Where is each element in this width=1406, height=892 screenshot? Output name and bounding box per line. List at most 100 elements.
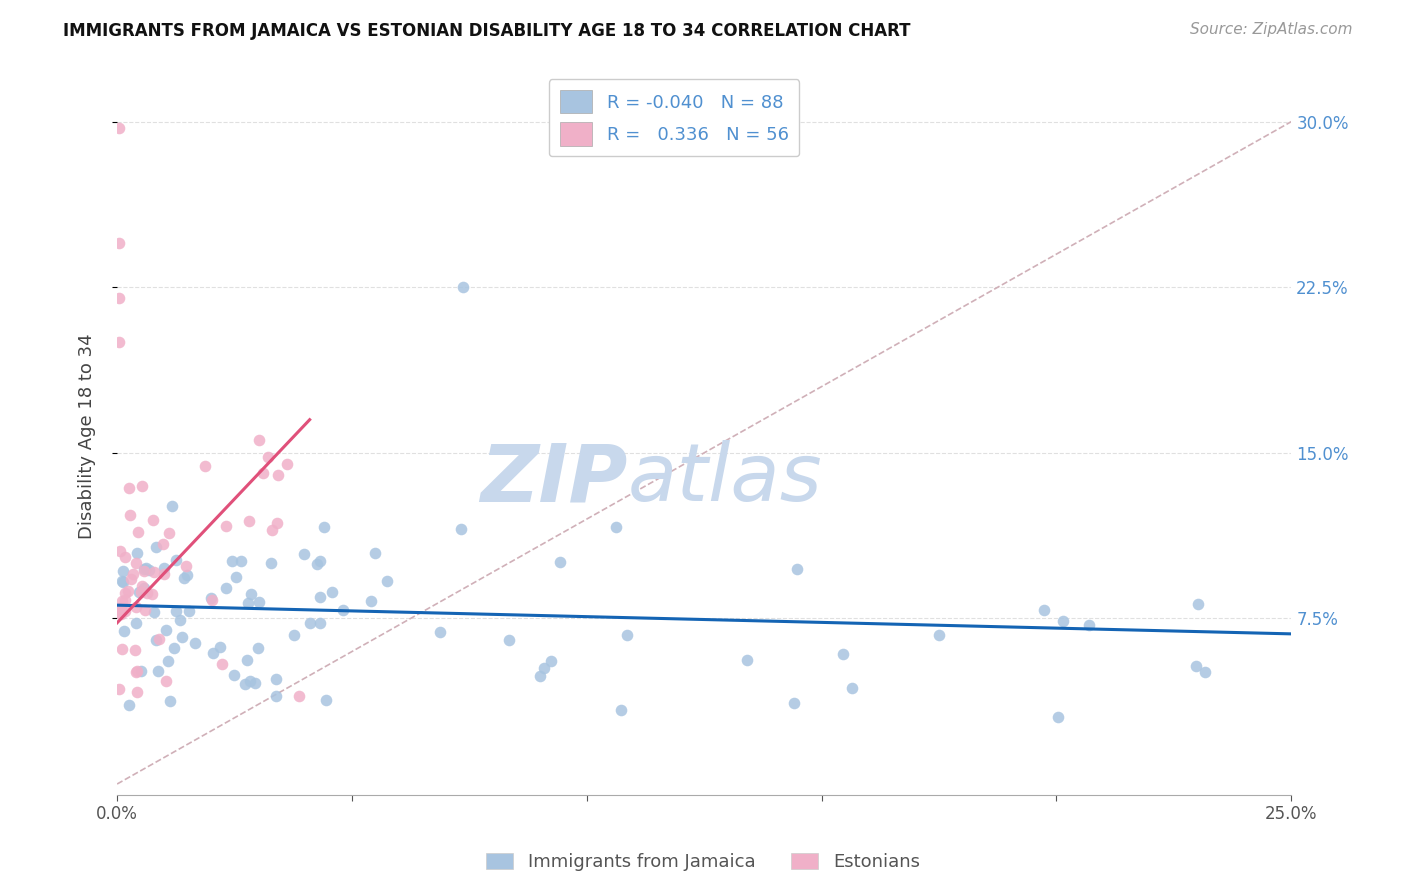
Point [194, 458, 217, 473]
Point [529, 669, 551, 683]
Point [239, 587, 262, 601]
Point [138, 563, 160, 577]
Point [112, 624, 135, 638]
Point [266, 516, 288, 530]
Point [264, 689, 287, 703]
Point [200, 591, 222, 606]
Point [127, 524, 149, 539]
Legend: R = -0.040   N = 88, R =   0.336   N = 56: R = -0.040 N = 88, R = 0.336 N = 56 [548, 79, 800, 156]
Point [236, 653, 259, 667]
Point [108, 681, 131, 696]
Point [360, 594, 382, 608]
Point [1052, 614, 1074, 628]
Point [117, 584, 139, 599]
Point [548, 555, 571, 569]
Point [125, 556, 148, 570]
Point [498, 632, 520, 647]
Point [165, 604, 187, 618]
Point [309, 590, 332, 604]
Point [605, 520, 627, 534]
Point [114, 550, 136, 565]
Point [112, 574, 135, 589]
Point [143, 606, 166, 620]
Point [236, 596, 259, 610]
Point [148, 632, 170, 646]
Point [267, 467, 290, 482]
Point [160, 500, 183, 514]
Point [118, 481, 141, 495]
Point [172, 630, 194, 644]
Text: Source: ZipAtlas.com: Source: ZipAtlas.com [1189, 22, 1353, 37]
Point [1078, 617, 1101, 632]
Point [135, 561, 157, 575]
Point [294, 548, 316, 562]
Point [120, 572, 142, 586]
Point [125, 616, 148, 631]
Point [215, 581, 238, 595]
Point [177, 604, 200, 618]
Point [260, 557, 283, 571]
Point [831, 648, 853, 662]
Point [225, 570, 247, 584]
Point [141, 587, 163, 601]
Point [108, 543, 131, 558]
Point [247, 433, 270, 447]
Point [134, 603, 156, 617]
Point [276, 458, 298, 472]
Point [173, 572, 195, 586]
Point [243, 676, 266, 690]
Point [108, 335, 131, 350]
Point [118, 698, 141, 713]
Point [108, 606, 131, 620]
Text: IMMIGRANTS FROM JAMAICA VS ESTONIAN DISABILITY AGE 18 TO 34 CORRELATION CHART: IMMIGRANTS FROM JAMAICA VS ESTONIAN DISA… [63, 22, 911, 40]
Point [201, 593, 224, 607]
Point [124, 665, 146, 679]
Point [155, 623, 177, 637]
Point [1185, 659, 1208, 673]
Point [1033, 603, 1056, 617]
Point [131, 579, 153, 593]
Point [533, 661, 555, 675]
Point [124, 642, 146, 657]
Point [108, 235, 131, 250]
Point [114, 604, 136, 618]
Point [183, 636, 205, 650]
Point [1194, 665, 1216, 679]
Point [252, 467, 274, 481]
Point [928, 628, 950, 642]
Point [264, 672, 287, 686]
Y-axis label: Disability Age 18 to 34: Disability Age 18 to 34 [79, 334, 96, 539]
Point [165, 553, 187, 567]
Point [125, 685, 148, 699]
Point [176, 567, 198, 582]
Point [260, 523, 283, 537]
Point [111, 565, 134, 579]
Point [783, 697, 806, 711]
Point [451, 280, 474, 294]
Point [450, 522, 472, 536]
Point [134, 581, 156, 595]
Point [146, 664, 169, 678]
Point [157, 526, 180, 541]
Point [132, 565, 155, 579]
Point [118, 508, 141, 523]
Point [364, 546, 387, 560]
Point [114, 592, 136, 607]
Point [211, 657, 233, 671]
Point [221, 554, 243, 568]
Point [224, 667, 246, 681]
Point [128, 585, 150, 599]
Text: ZIP: ZIP [481, 441, 628, 518]
Point [131, 479, 153, 493]
Point [163, 640, 186, 655]
Point [135, 586, 157, 600]
Point [377, 574, 399, 588]
Point [247, 595, 270, 609]
Point [283, 628, 305, 642]
Point [142, 513, 165, 527]
Point [108, 291, 131, 305]
Point [111, 594, 134, 608]
Point [202, 646, 225, 660]
Point [309, 554, 332, 568]
Point [174, 559, 197, 574]
